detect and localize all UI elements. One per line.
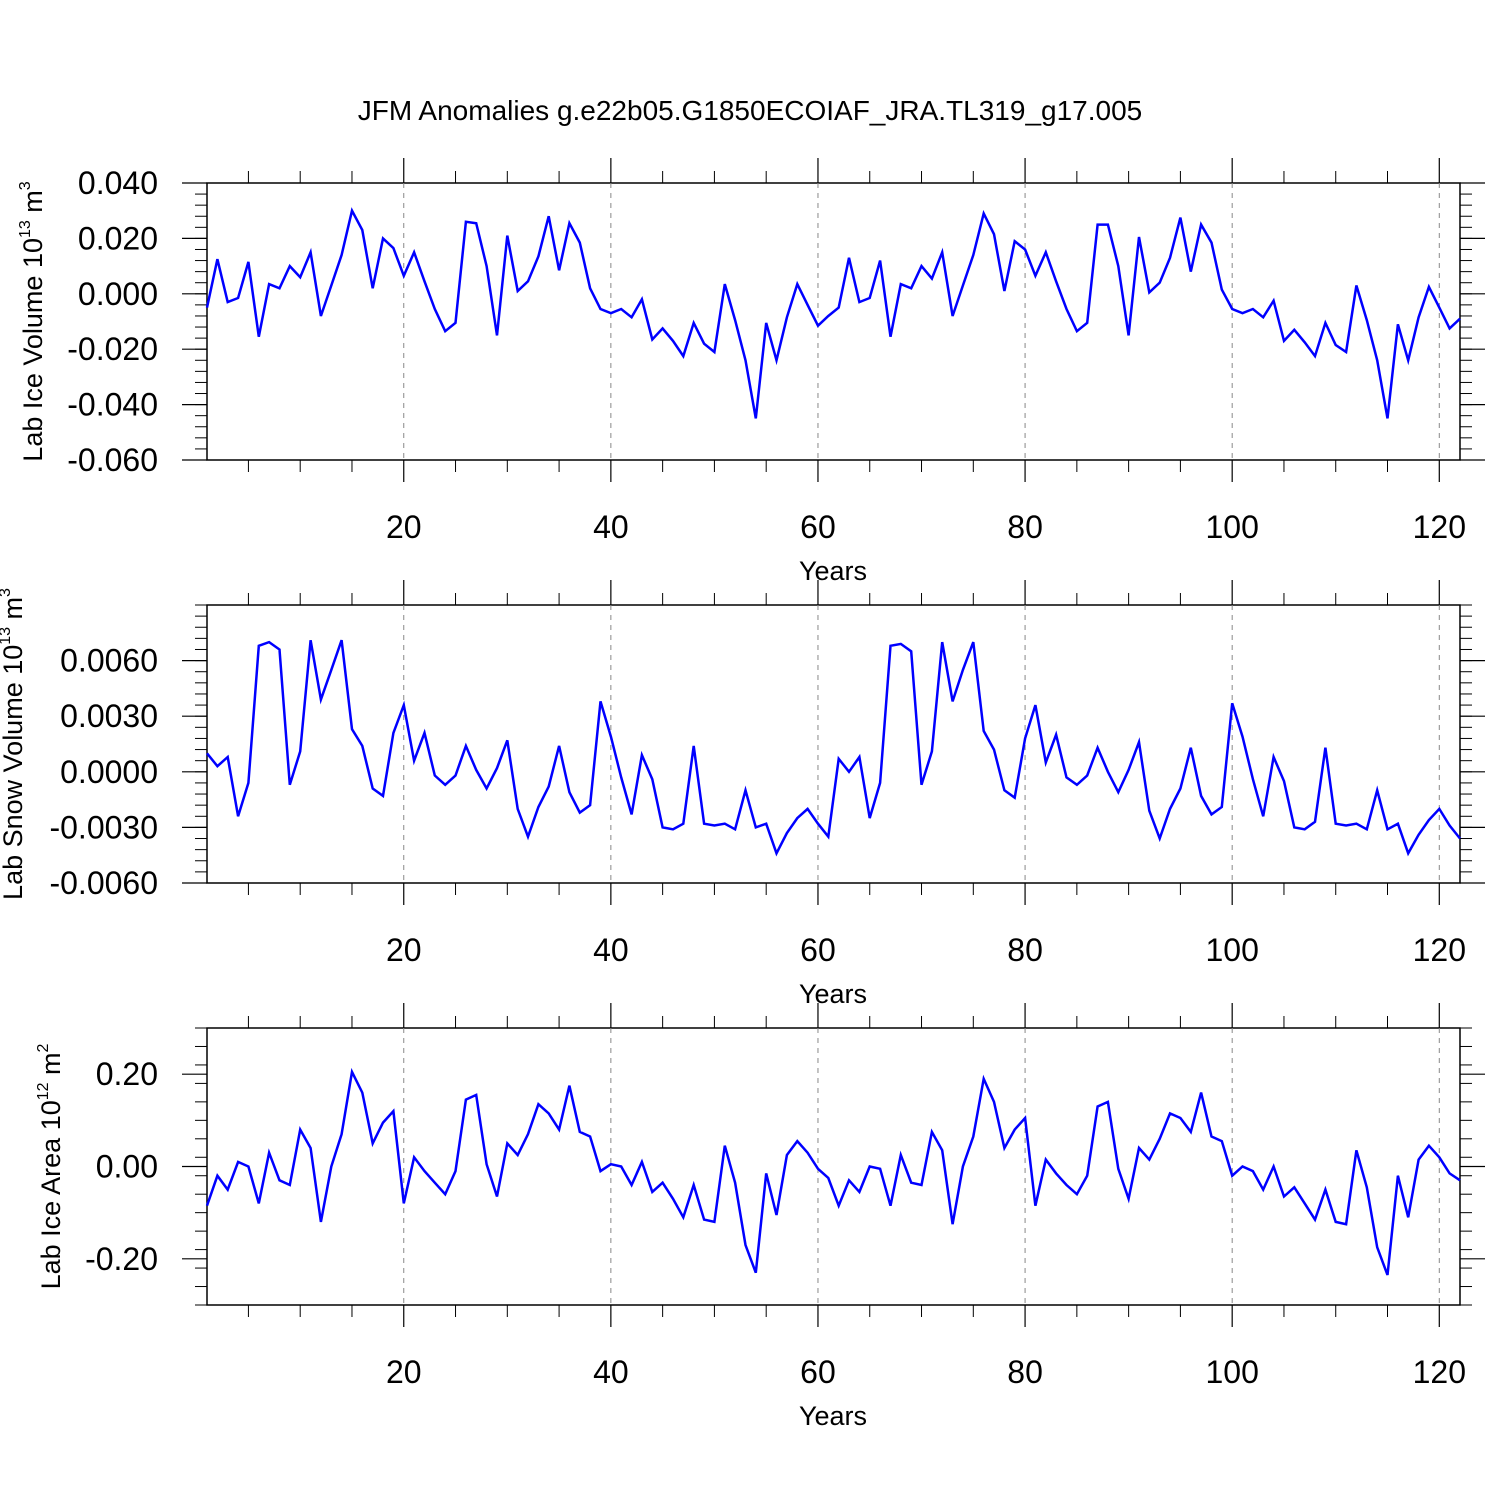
y-tick-label: -0.060 <box>67 442 158 478</box>
x-tick-label: 60 <box>800 932 836 968</box>
panel-ice-volume: 20 40 60 80 100 120 -0.060 -0.040 -0.020 0.000 0.0… <box>17 158 1485 586</box>
x-tick-label: 100 <box>1205 509 1258 545</box>
x-tick-label: 120 <box>1413 509 1466 545</box>
panel-snow-volume: 20 40 60 80 100 120 -0.0060 -0.0030 0.0000 0.0030… <box>0 580 1485 1009</box>
y-tick-label: 0.0030 <box>60 698 158 734</box>
x-tick-label: 60 <box>800 509 836 545</box>
y-tick-label: 0.0000 <box>60 754 158 790</box>
y-tick-label: 0.20 <box>96 1056 158 1092</box>
series-line <box>205 207 1461 419</box>
y-tick-label: -0.020 <box>67 331 158 367</box>
y-tick-label: -0.0060 <box>49 865 158 901</box>
x-axis-label: Years <box>799 1401 867 1431</box>
x-axis-label: Years <box>799 979 867 1009</box>
panel-ice-area: 20 40 60 80 100 120 -0.20 0.00 0.20 Years Lab Ice … <box>35 1003 1485 1431</box>
plot-frame <box>206 182 1461 461</box>
x-tick-label: 40 <box>593 1354 629 1390</box>
x-tick-label: 100 <box>1205 1354 1258 1390</box>
figure-title: JFM Anomalies g.e22b05.G1850ECOIAF_JRA.T… <box>358 95 1142 126</box>
x-tick-label: 80 <box>1007 509 1043 545</box>
y-tick-label: -0.0030 <box>49 809 158 845</box>
series-line <box>206 639 1461 857</box>
y-tick-label: 0.020 <box>78 220 158 256</box>
y-tick-label: 0.0060 <box>60 643 158 679</box>
x-tick-label: 40 <box>593 932 629 968</box>
x-tick-label: 100 <box>1205 932 1258 968</box>
y-axis-label: Lab Snow Volume 1013 m3 <box>0 588 28 900</box>
x-tick-label: 80 <box>1007 932 1043 968</box>
x-tick-label: 60 <box>800 1354 836 1390</box>
y-axis-label: Lab Ice Area 1012 m2 <box>35 1043 66 1289</box>
y-tick-label: 0.000 <box>78 276 158 312</box>
y-axis-label: Lab Ice Volume 1013 m3 <box>17 181 48 461</box>
series-line <box>205 1067 1461 1276</box>
plot-frame <box>206 1027 1461 1306</box>
x-tick-label: 20 <box>386 932 422 968</box>
x-tick-label: 20 <box>386 1354 422 1390</box>
y-tick-label: -0.040 <box>67 387 158 423</box>
x-tick-label: 40 <box>593 509 629 545</box>
x-tick-label: 120 <box>1413 1354 1466 1390</box>
y-tick-label: 0.040 <box>78 165 158 201</box>
y-tick-label: -0.20 <box>85 1241 158 1277</box>
x-tick-label: 80 <box>1007 1354 1043 1390</box>
x-tick-label: 20 <box>386 509 422 545</box>
plot-frame <box>206 604 1461 884</box>
y-tick-label: 0.00 <box>96 1149 158 1185</box>
x-axis-label: Years <box>799 556 867 586</box>
x-tick-label: 120 <box>1413 932 1466 968</box>
